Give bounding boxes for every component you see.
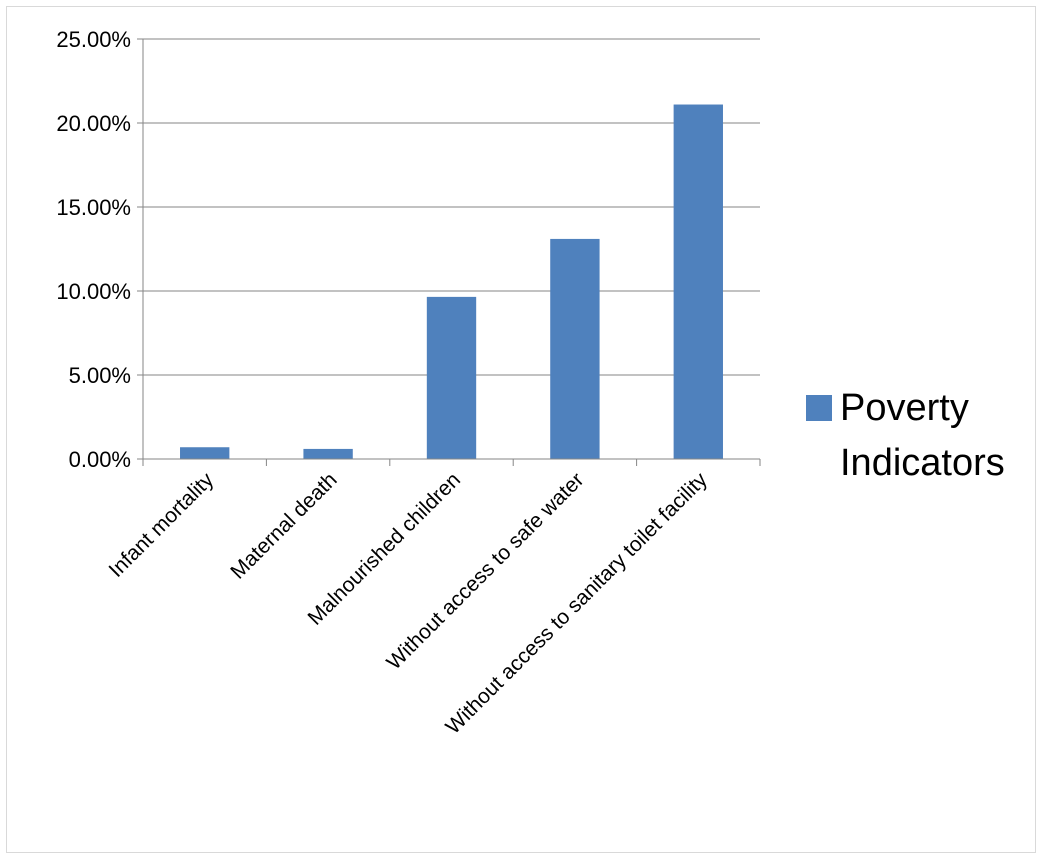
category-label: Maternal death — [226, 468, 341, 583]
legend: Poverty Indicators — [806, 387, 1005, 484]
y-tick-label: 15.00% — [56, 195, 131, 220]
gridlines — [143, 38, 760, 376]
bar — [426, 296, 477, 459]
category-label: Without access to safe water — [382, 468, 588, 674]
y-tick-label: 10.00% — [56, 279, 131, 304]
bar — [673, 104, 723, 460]
y-tick-label: 0.00% — [69, 447, 131, 472]
bars — [180, 104, 723, 460]
bar — [303, 448, 353, 459]
legend-label: Poverty — [840, 387, 969, 429]
bar — [550, 238, 600, 459]
category-label: Without access to sanitary toilet facili… — [441, 468, 712, 739]
bar — [180, 447, 230, 459]
y-tick-label: 25.00% — [56, 27, 131, 52]
category-label: Infant mortality — [105, 468, 219, 582]
chart-frame — [6, 6, 1036, 853]
y-tick-labels: 0.00% 5.00% 10.00% 15.00% 20.00% 25.00% — [56, 27, 131, 472]
axes — [137, 38, 761, 466]
category-labels: Infant mortality Maternal deathMalnourish… — [105, 468, 713, 739]
legend-swatch — [806, 395, 832, 421]
legend-label: Indicators — [840, 442, 1005, 484]
y-tick-label: 5.00% — [69, 363, 131, 388]
y-tick-label: 20.00% — [56, 111, 131, 136]
